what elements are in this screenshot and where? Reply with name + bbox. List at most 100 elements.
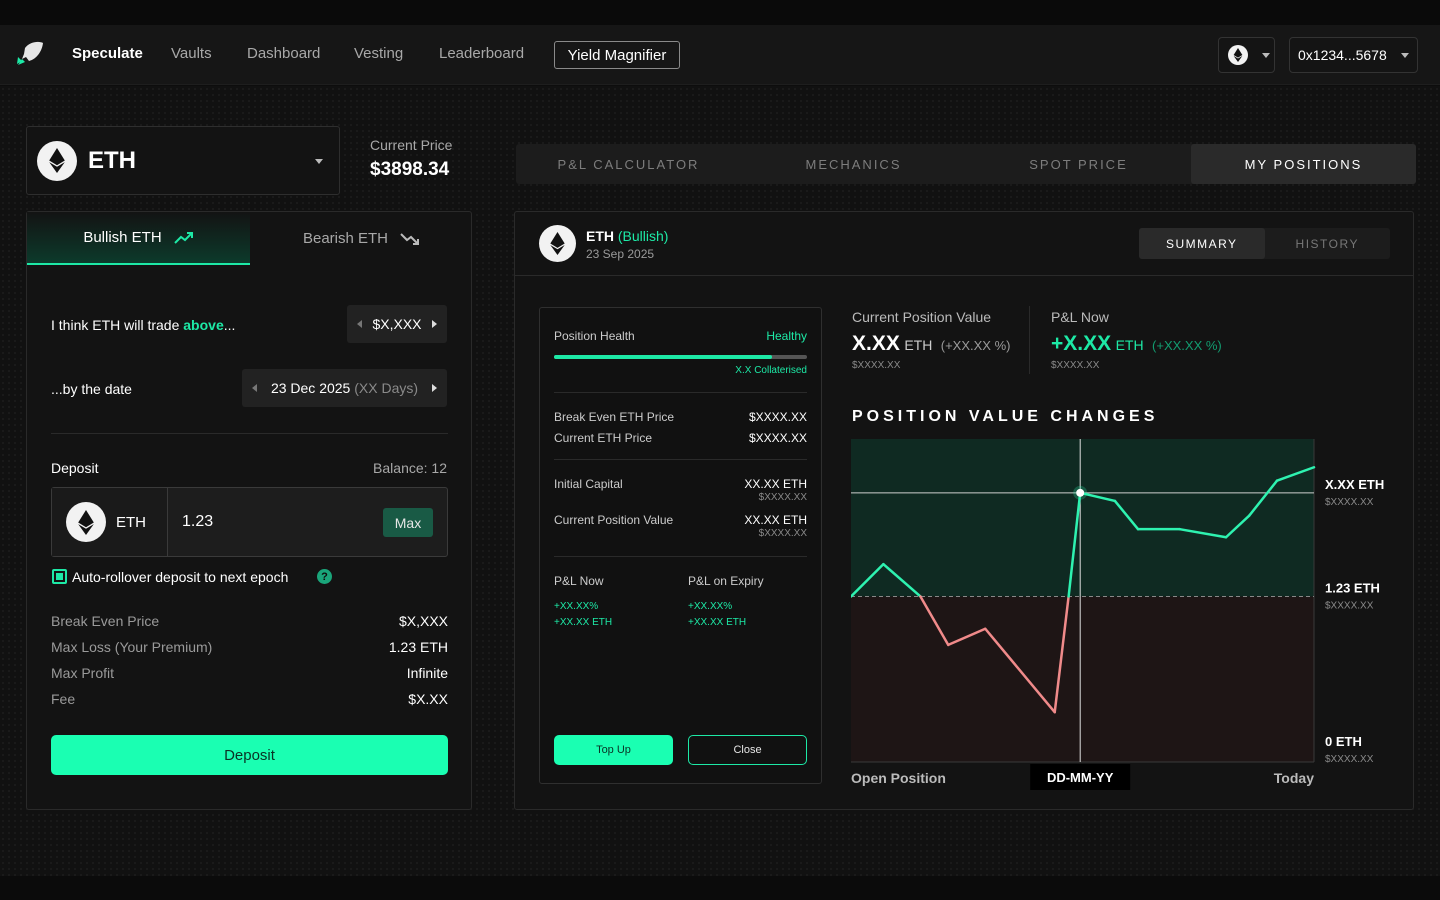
stat-label: Break Even Price xyxy=(51,613,160,629)
series-segment xyxy=(919,595,950,647)
stat-value: Infinite xyxy=(406,665,448,681)
stat-max-profit: Max Profit Infinite xyxy=(51,665,448,681)
deposit-amount-field[interactable]: 1.23 Max xyxy=(168,488,447,556)
series-segment xyxy=(1275,466,1316,482)
network-selector[interactable] xyxy=(1218,37,1275,73)
stat-fee: Fee $X.XX xyxy=(51,691,448,707)
deposit-asset-symbol: ETH xyxy=(116,513,146,531)
marker-point xyxy=(1076,488,1085,497)
series-segment xyxy=(946,627,987,647)
checkbox-check xyxy=(56,573,63,580)
tab-history[interactable]: HISTORY xyxy=(1295,236,1359,251)
series-segment xyxy=(1113,499,1140,531)
profit-region xyxy=(851,439,1314,597)
asset-selector[interactable]: ETH xyxy=(26,126,340,195)
series-segment xyxy=(1078,491,1117,503)
pnl-now-eth: +XX.XX ETH xyxy=(554,617,613,628)
stat-break-even: Break Even Price $X,XXX xyxy=(51,613,448,629)
pnl-usd: $XXXX.XX xyxy=(1051,360,1100,371)
x-label-start: Open Position xyxy=(851,770,946,786)
wallet-button[interactable]: 0x1234...5678 xyxy=(1289,37,1418,73)
deposit-button[interactable]: Deposit xyxy=(51,735,448,775)
tab-spot-price[interactable]: SPOT PRICE xyxy=(1029,156,1128,172)
deposit-asset[interactable]: ETH xyxy=(52,488,168,556)
asset-symbol: ETH xyxy=(88,146,136,174)
x-label-end: Today xyxy=(1274,770,1314,786)
right-label-eth: X.XX ETH xyxy=(1325,477,1384,492)
trend-down-icon xyxy=(400,232,420,245)
current-value-usd: $XXXX.XX xyxy=(758,528,807,539)
nav-yield-magnifier[interactable]: Yield Magnifier xyxy=(554,41,680,69)
pnl-expiry-eth: +XX.XX ETH xyxy=(688,617,747,628)
tab-mechanics[interactable]: MECHANICS xyxy=(805,156,902,172)
price-stepper[interactable]: $X,XXX xyxy=(347,305,447,343)
stat-label: Fee xyxy=(51,691,76,707)
current-price-label: Current Price xyxy=(370,137,453,153)
series-segment xyxy=(984,627,1056,714)
rollover-checkbox[interactable] xyxy=(52,569,67,584)
vertical-divider xyxy=(1029,306,1030,374)
trend-up-icon xyxy=(173,231,193,244)
cpv-value: X.XX xyxy=(852,332,900,355)
navbar: Speculate Vaults Dashboard Vesting Leade… xyxy=(0,25,1440,85)
rollover-label: Auto-rollover deposit to next epoch xyxy=(72,569,289,585)
top-up-button[interactable]: Top Up xyxy=(554,735,673,765)
price-prediction-label: I think ETH will trade above... xyxy=(51,317,235,333)
cpv-pct: (+XX.XX %) xyxy=(940,338,1011,353)
chevron-left-icon[interactable] xyxy=(252,384,257,392)
nav-vaults[interactable]: Vaults xyxy=(171,45,212,62)
tab-my-positions[interactable]: MY POSITIONS xyxy=(1191,144,1416,184)
nav-vesting[interactable]: Vesting xyxy=(354,45,404,62)
date-days: (XX Days) xyxy=(354,380,419,396)
right-label-usd: $XXXX.XX xyxy=(1325,754,1374,765)
date-value: 23 Dec 2025 xyxy=(270,380,351,396)
deposit-input-group: ETH 1.23 Max xyxy=(51,487,448,557)
app-logo-icon[interactable] xyxy=(16,39,44,69)
pnl-value: +X.XX xyxy=(1051,332,1112,355)
row-label: Current ETH Price xyxy=(554,431,653,445)
bottom-bar xyxy=(0,876,1440,900)
stat-label: Max Profit xyxy=(51,665,115,681)
chevron-right-icon[interactable] xyxy=(432,320,437,328)
deposit-label: Deposit xyxy=(51,460,99,476)
nav-leaderboard[interactable]: Leaderboard xyxy=(439,45,525,62)
close-button[interactable]: Close xyxy=(688,735,807,765)
divider xyxy=(554,459,807,460)
max-button[interactable]: Max xyxy=(383,508,433,537)
health-bar-fill xyxy=(554,355,772,359)
pnl-value-row: +X.XX ETH (+XX.XX %) xyxy=(1051,332,1222,356)
pnl-label: P&L Now xyxy=(1051,309,1109,325)
tab-pnl-calculator[interactable]: P&L CALCULATOR xyxy=(557,156,700,172)
stat-label: Max Loss (Your Premium) xyxy=(51,639,213,655)
current-price-value: $3898.34 xyxy=(370,159,450,180)
x-label-marker: DD-MM-YY xyxy=(1047,770,1114,785)
tab-summary[interactable]: SUMMARY xyxy=(1139,228,1265,259)
position-header: ETH (Bullish) 23 Sep 2025 SUMMARY HISTOR… xyxy=(515,212,1413,276)
tab-bullish[interactable]: Bullish ETH xyxy=(27,212,250,265)
current-price: Current Price $3898.34 xyxy=(370,137,452,181)
date-stepper[interactable]: 23 Dec 2025 (XX Days) xyxy=(242,369,447,407)
main-tabs: P&L CALCULATOR MECHANICS SPOT PRICE MY P… xyxy=(516,144,1416,184)
position-date: 23 Sep 2025 xyxy=(586,247,655,261)
initial-capital-label: Initial Capital xyxy=(554,477,623,491)
help-icon[interactable]: ? xyxy=(317,569,332,584)
row-label: Break Even ETH Price xyxy=(554,410,675,424)
tab-bearish[interactable]: Bearish ETH xyxy=(250,212,473,265)
eth-icon xyxy=(37,140,77,181)
cpv-unit: ETH xyxy=(904,337,933,353)
pnl-expiry-label: P&L on Expiry xyxy=(688,574,764,588)
position-value-chart: X.XX ETH $XXXX.XX 1.23 ETH $XXXX.XX 0 ETH $XX… xyxy=(851,439,1384,790)
prediction-prefix: I think ETH will trade xyxy=(51,317,184,333)
nav-speculate[interactable]: Speculate xyxy=(72,45,143,62)
chevron-down-icon xyxy=(1262,52,1270,58)
eth-icon xyxy=(1228,45,1248,65)
cpv-value-row: X.XX ETH (+XX.XX %) xyxy=(852,332,1010,356)
balance-label: Balance: 12 xyxy=(373,460,447,476)
position-asset: ETH xyxy=(586,228,614,244)
series-segment xyxy=(1178,527,1228,539)
chevron-right-icon[interactable] xyxy=(432,384,437,392)
nav-dashboard[interactable]: Dashboard xyxy=(247,45,321,62)
chevron-left-icon[interactable] xyxy=(357,320,362,328)
stat-max-loss: Max Loss (Your Premium) 1.23 ETH xyxy=(51,639,448,655)
price-stepper-value: $X,XXX xyxy=(372,316,422,332)
